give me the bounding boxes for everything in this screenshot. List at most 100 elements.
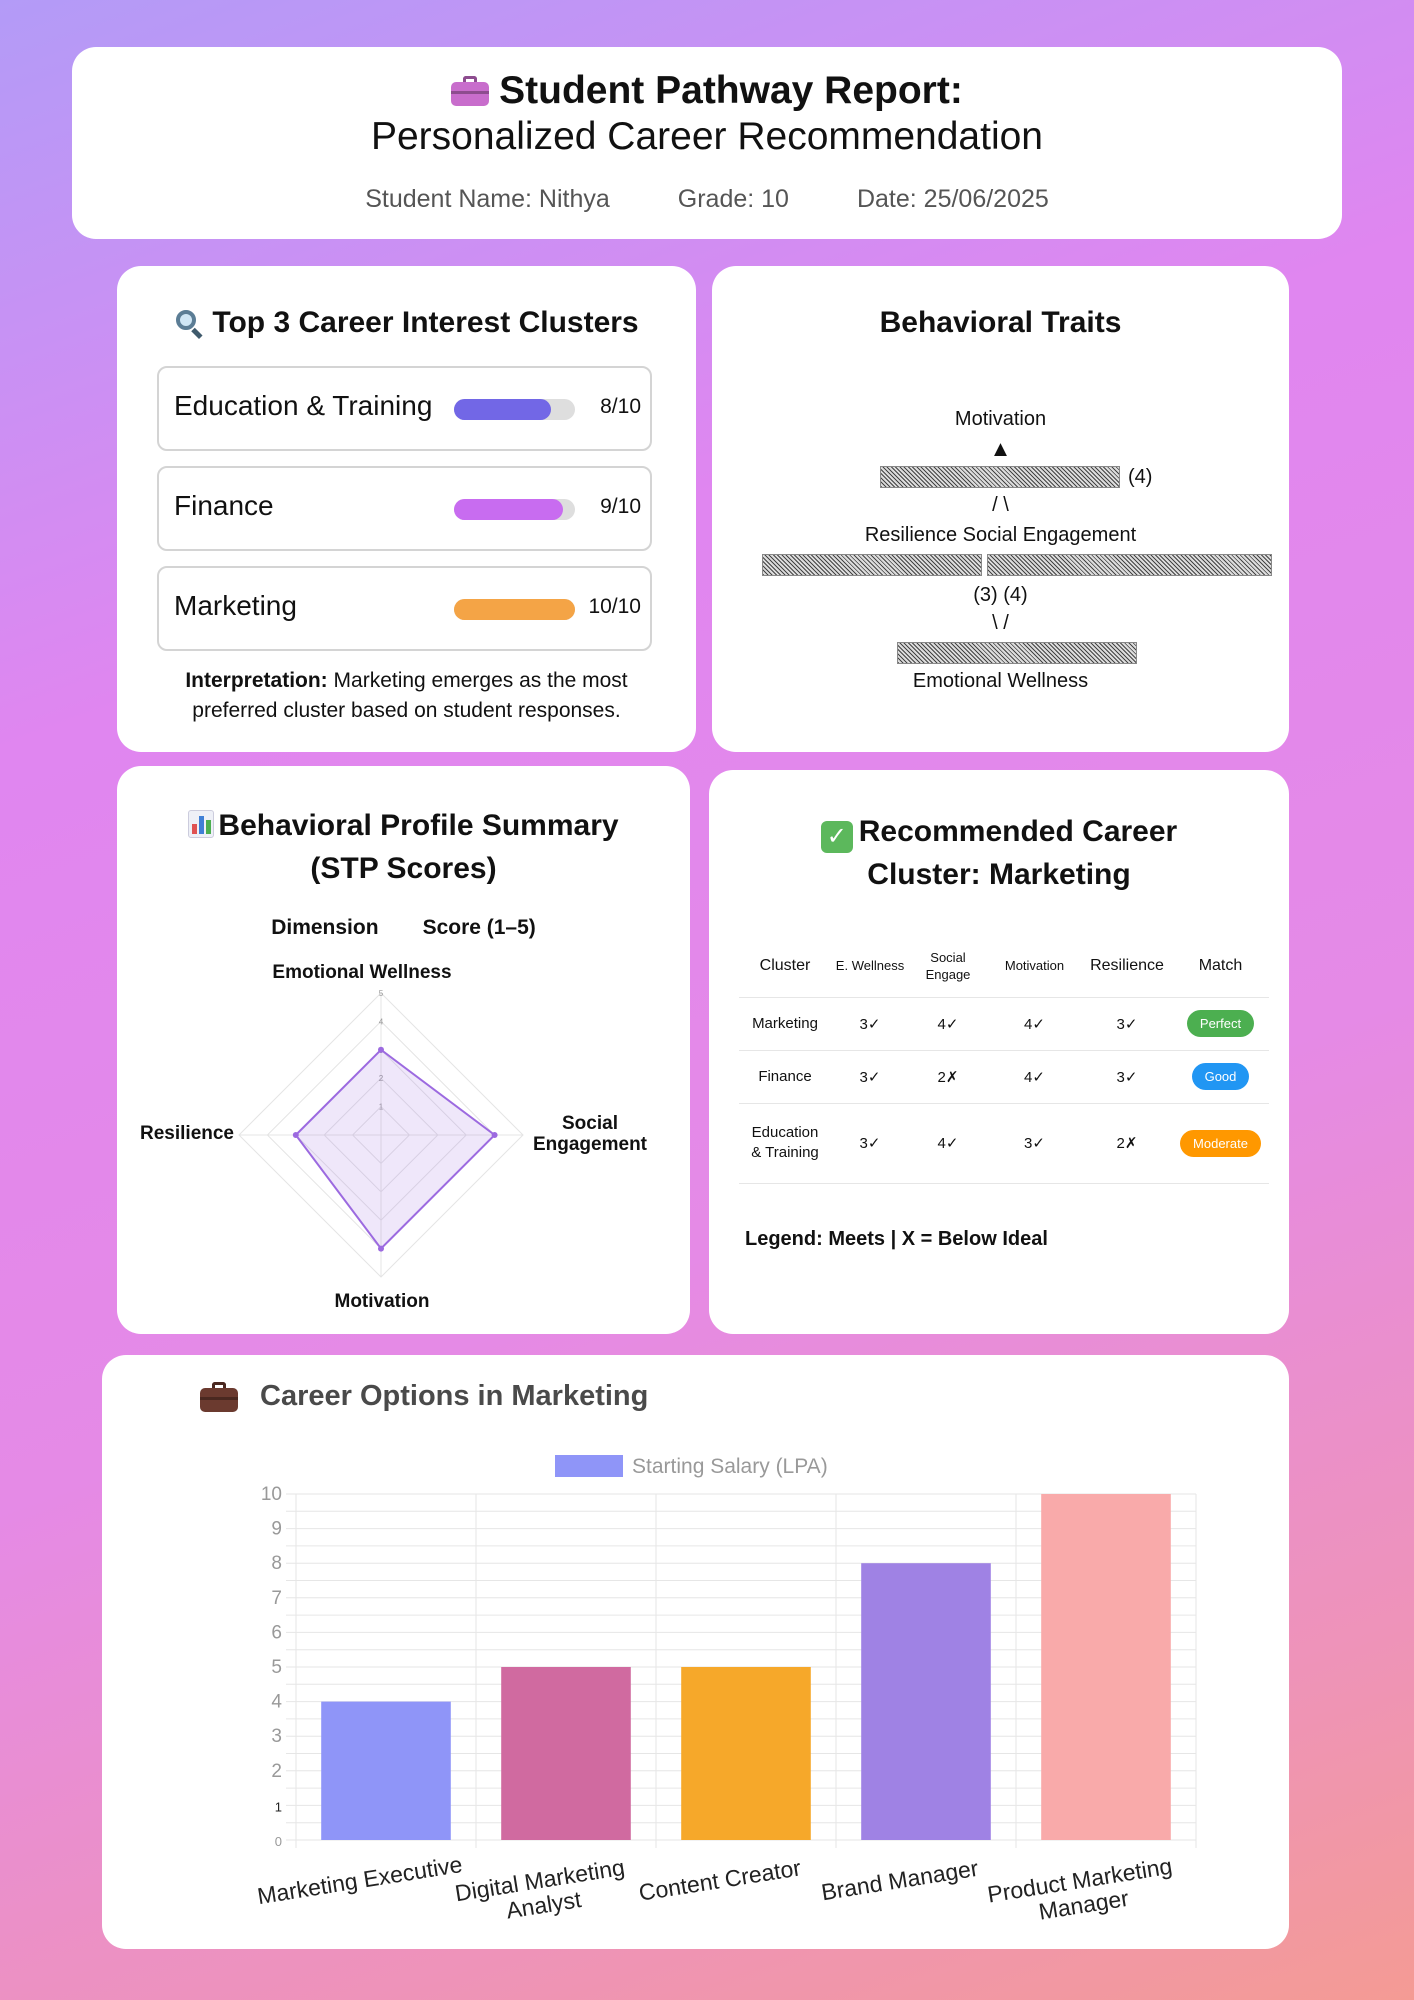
radar-tick-label: 5 [379,989,384,998]
interpretation-text: Interpretation: Marketing emerges as the… [147,666,666,726]
x-tick-label: Marketing Executive [255,1851,464,1909]
cell-score: 3✓ [831,1103,909,1184]
report-title: Student Pathway Report: [499,69,963,112]
career-options-card: Career Options in Marketing Starting Sal… [102,1355,1289,1949]
profile-title-line2: (STP Scores) [310,852,497,885]
recommended-cluster-card: ✓ Recommended Career Cluster: Marketing C… [709,770,1289,1334]
trait-bar [762,554,982,576]
salary-bar-chart: Starting Salary (LPA) 0 1 2 3 4 5 6 7 8 9 10 Marketi… [255,1455,1197,1933]
cluster-progress-bar [454,599,575,620]
table-row: Marketing 3✓ 4✓ 4✓ 3✓ Perfect [739,997,1269,1051]
x-tick-label: Digital MarketingAnalyst [453,1854,630,1931]
cluster-label: Finance [174,490,274,521]
table-row: Education & Training 3✓ 4✓ 3✓ 2✗ Moderat… [739,1103,1269,1184]
trait-scores: (3) (4) [973,584,1028,606]
x-tick-label: Content Creator [637,1854,803,1905]
cell-score: 4✓ [987,997,1082,1051]
col-header: Match [1172,935,1269,998]
trait-bar [987,554,1272,576]
profile-title: Behavioral Profile Summary (STP Scores) [117,804,690,890]
bar-chart-icon [188,810,215,838]
radar-point [378,1046,384,1053]
radar-point [292,1132,299,1138]
cluster-row: Education & Training 8/10 [157,366,652,451]
y-tick-label: 7 [271,1588,282,1609]
trait-bar [880,466,1120,488]
cluster-label: Marketing [174,590,297,621]
cluster-progress-fill [454,599,575,620]
interpretation-label: Interpretation: [185,669,328,692]
clusters-title-row: Top 3 Career Interest Clusters [117,306,696,340]
y-tick-label: 0 [275,1834,282,1849]
cell-match: Good [1172,1050,1269,1104]
table-row: Finance 3✓ 2✗ 4✓ 3✓ Good [739,1050,1269,1104]
radar-tick-label: 2 [379,1074,384,1083]
student-meta: Student Name: Nithya Grade: 10 Date: 25/… [72,185,1342,214]
cell-match: Perfect [1172,997,1269,1051]
cluster-row: Marketing 10/10 [157,566,652,651]
careers-title-row: Career Options in Marketing [200,1380,648,1413]
trait-connector: / \ [992,494,1009,516]
cell-score: 2✗ [909,1050,987,1104]
table-legend: Legend: Meets | X = Below Ideal [745,1228,1048,1250]
cell-cluster: Marketing [739,997,831,1051]
cluster-label: Education & Training [174,390,433,421]
x-tick-line: Content Creator [637,1854,803,1905]
report-header: Student Pathway Report: Personalized Car… [72,47,1342,239]
cell-score: 3✓ [1082,1050,1172,1104]
behavioral-profile-card: Behavioral Profile Summary (STP Scores) … [117,766,690,1334]
briefcase-icon [200,1381,238,1412]
report-date: Date: 25/06/2025 [856,185,1049,213]
cell-score: 3✓ [1082,997,1172,1051]
trait-row-labels: Resilience Social Engagement [864,524,1137,546]
clusters-title: Top 3 Career Interest Clusters [212,306,639,339]
trait-motivation-label: Motivation [954,408,1047,430]
radar-label-bottom: Motivation [334,1291,430,1312]
match-table: Cluster E. Wellness Social Engage Motiva… [739,935,1269,1184]
bar [501,1667,631,1840]
x-tick-line: Marketing Executive [255,1851,464,1909]
radar-point [491,1132,498,1138]
trait-emotional-label: Emotional Wellness [912,670,1089,692]
report-title-row: Student Pathway Report: [72,69,1342,113]
match-badge: Perfect [1186,1010,1255,1037]
cell-score: 3✓ [831,997,909,1051]
bar [861,1563,991,1840]
cell-score: 2✗ [1082,1103,1172,1184]
y-tick-label: 10 [261,1484,282,1505]
up-arrow-icon: ▲ [989,436,1012,461]
cell-score: 4✓ [909,997,987,1051]
x-tick-line: Brand Manager [819,1855,980,1906]
trait-score: (4) [1128,466,1153,488]
legend-label: Starting Salary (LPA) [632,1455,828,1478]
trait-connector: \ / [992,612,1009,634]
traits-title: Behavioral Traits [879,306,1122,339]
radar-label-left: Resilience [140,1123,234,1144]
recommend-title-line2: Cluster: Marketing [867,858,1131,891]
table-header-row: Cluster E. Wellness Social Engage Motiva… [739,935,1269,998]
cell-score: 4✓ [909,1103,987,1184]
cell-score: 3✓ [831,1050,909,1104]
y-tick-label: 9 [271,1519,282,1540]
col-header: Resilience [1082,935,1172,998]
radar-label-top: Emotional Wellness [272,962,452,983]
recommend-title-line1: Recommended Career [858,815,1178,848]
radar-label-right: Social Engagement [525,1113,655,1155]
col-header: Social Engage [909,935,987,998]
cell-match: Moderate [1172,1103,1269,1184]
radar-tick-label: 4 [379,1017,384,1026]
col-header: E. Wellness [831,935,909,998]
cluster-row: Finance 9/10 [157,466,652,551]
profile-column-heads: Dimension Score (1–5) [117,916,690,940]
col-header: Motivation [987,935,1082,998]
cluster-progress-bar [454,399,575,420]
y-tick-label: 3 [271,1726,282,1747]
bar [681,1667,811,1840]
interpretation-body: Marketing emerges as the most preferred … [192,669,628,722]
trait-bar [897,642,1137,664]
report-subtitle: Personalized Career Recommendation [370,115,1043,158]
x-tick-label: Product MarketingManager [986,1853,1178,1933]
cluster-score: 8/10 [600,395,641,418]
y-tick-label: 1 [275,1799,282,1814]
